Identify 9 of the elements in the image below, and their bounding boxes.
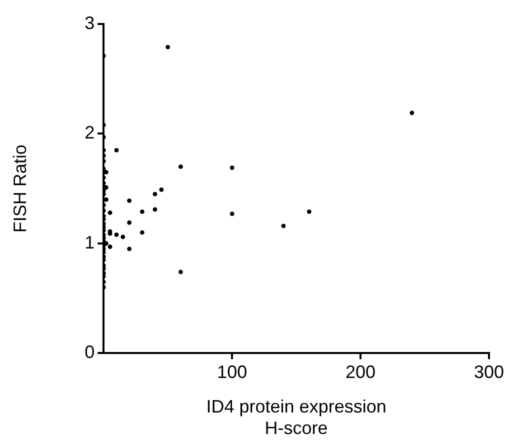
y-tick-label: 2 bbox=[84, 122, 95, 143]
x-tick-label: 100 bbox=[217, 362, 248, 382]
y-tick-label: 3 bbox=[84, 12, 95, 33]
x-axis-title: ID4 protein expression H-score bbox=[206, 396, 386, 438]
y-tick-label: 1 bbox=[84, 232, 95, 252]
x-tick-label: 300 bbox=[474, 362, 504, 382]
y-tick-label: 0 bbox=[84, 342, 95, 362]
x-tick-label: 200 bbox=[346, 362, 376, 382]
y-axis-title: FISH Ratio bbox=[10, 144, 30, 233]
